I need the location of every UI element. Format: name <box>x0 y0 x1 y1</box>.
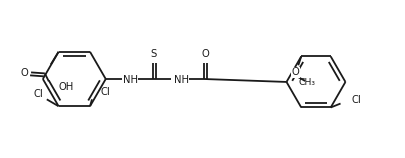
Text: NH: NH <box>122 75 137 85</box>
Text: Cl: Cl <box>33 89 43 99</box>
Text: O: O <box>20 68 28 78</box>
Text: O: O <box>200 49 208 59</box>
Text: CH₃: CH₃ <box>298 79 315 87</box>
Text: NH: NH <box>173 75 188 85</box>
Text: S: S <box>150 49 157 59</box>
Text: O: O <box>291 67 298 77</box>
Text: Cl: Cl <box>350 95 360 105</box>
Text: OH: OH <box>58 82 74 92</box>
Text: Cl: Cl <box>100 88 110 97</box>
